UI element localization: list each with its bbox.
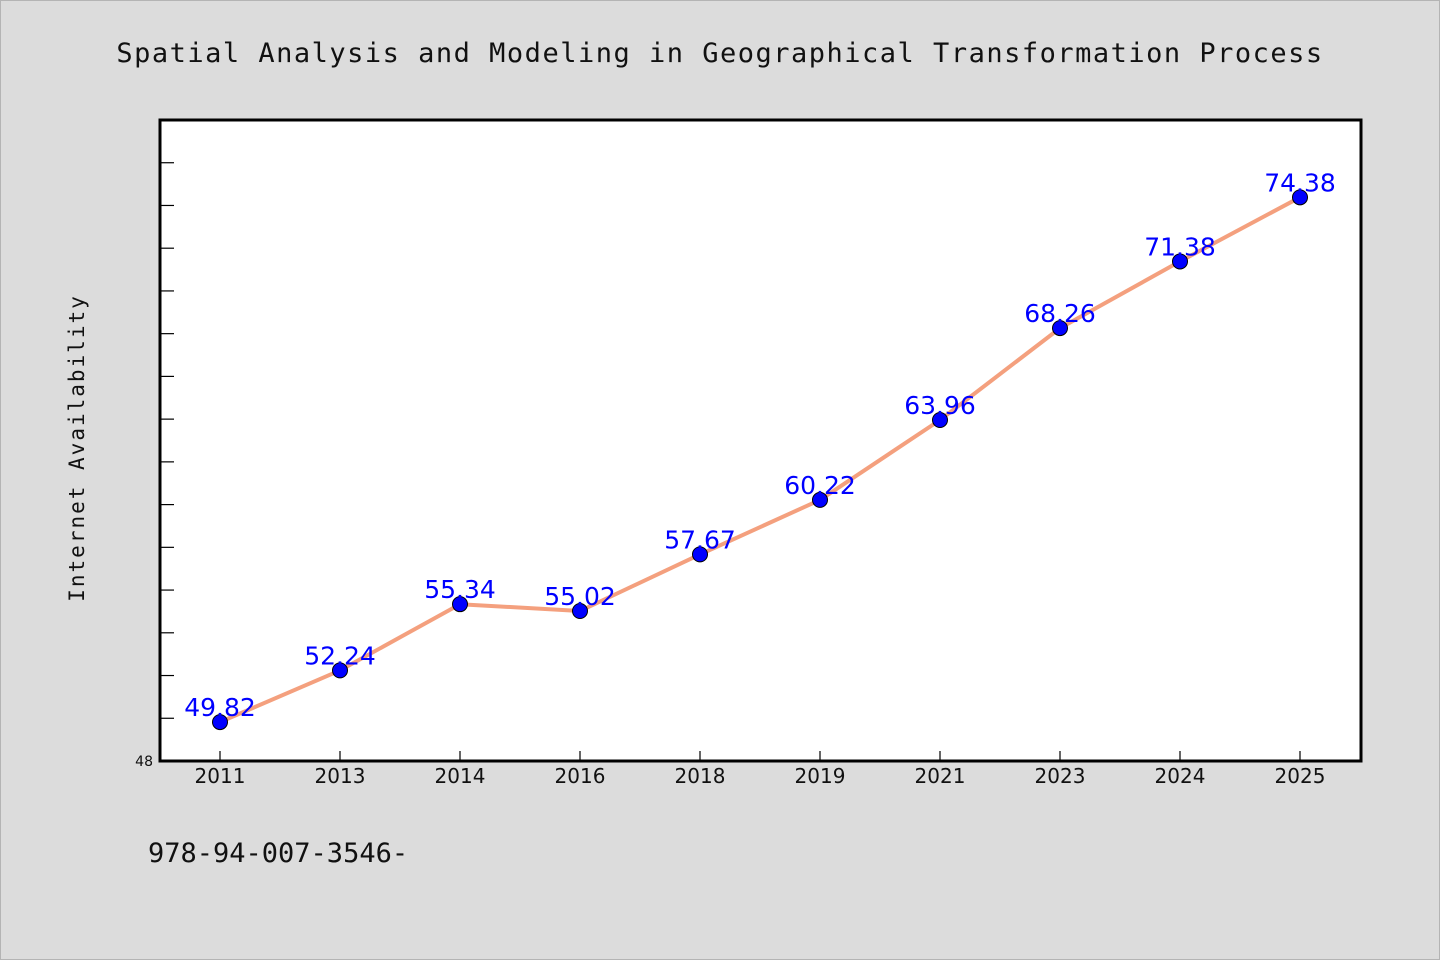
x-tick-label: 2016 <box>555 764 606 788</box>
plot-area <box>158 118 1363 763</box>
x-tick-label: 2021 <box>915 764 966 788</box>
data-point <box>332 662 348 679</box>
data-label: 57.67 <box>664 525 736 554</box>
x-tick-label: 2023 <box>1035 764 1086 788</box>
data-point <box>212 714 228 731</box>
data-point <box>692 546 708 563</box>
x-tick-label: 2025 <box>1275 764 1326 788</box>
data-label: 55.02 <box>544 582 616 611</box>
data-point <box>812 491 828 508</box>
data-labels: 49.82 52.24 55.34 55.02 57.67 60.22 63.96 68.26… <box>184 168 1336 722</box>
x-tick-label: 2011 <box>195 764 246 788</box>
y-axis-ticks <box>160 162 174 719</box>
data-label: 52.24 <box>304 641 376 670</box>
data-label: 68.26 <box>1024 299 1096 328</box>
data-markers <box>212 189 1308 731</box>
isbn-text: 978-94-007-3546- <box>148 838 408 869</box>
x-tick-label: 2014 <box>435 764 486 788</box>
x-tick-label: 2019 <box>795 764 846 788</box>
data-point <box>1172 253 1188 270</box>
data-point <box>1052 320 1068 337</box>
x-axis-ticks: 2011 2013 2014 2016 2018 2019 2021 2023 2024 2025 <box>195 751 1326 788</box>
data-label: 71.38 <box>1144 232 1216 261</box>
data-label: 63.96 <box>904 391 976 420</box>
data-point <box>1292 189 1308 206</box>
data-label: 55.34 <box>424 575 496 604</box>
data-label: 74.38 <box>1264 168 1336 197</box>
data-point <box>452 596 468 613</box>
y-axis-min-label: 48 <box>135 754 153 770</box>
x-tick-label: 2018 <box>675 764 726 788</box>
x-tick-label: 2024 <box>1155 764 1206 788</box>
data-point <box>572 603 588 620</box>
series-line <box>219 195 1301 724</box>
y-axis-label: Internet Availability <box>65 294 89 602</box>
data-label: 60.22 <box>784 471 856 500</box>
data-point <box>932 411 948 428</box>
x-tick-label: 2013 <box>315 764 366 788</box>
chart-title: Spatial Analysis and Modeling in Geograp… <box>116 38 1323 69</box>
data-label: 49.82 <box>184 693 256 722</box>
